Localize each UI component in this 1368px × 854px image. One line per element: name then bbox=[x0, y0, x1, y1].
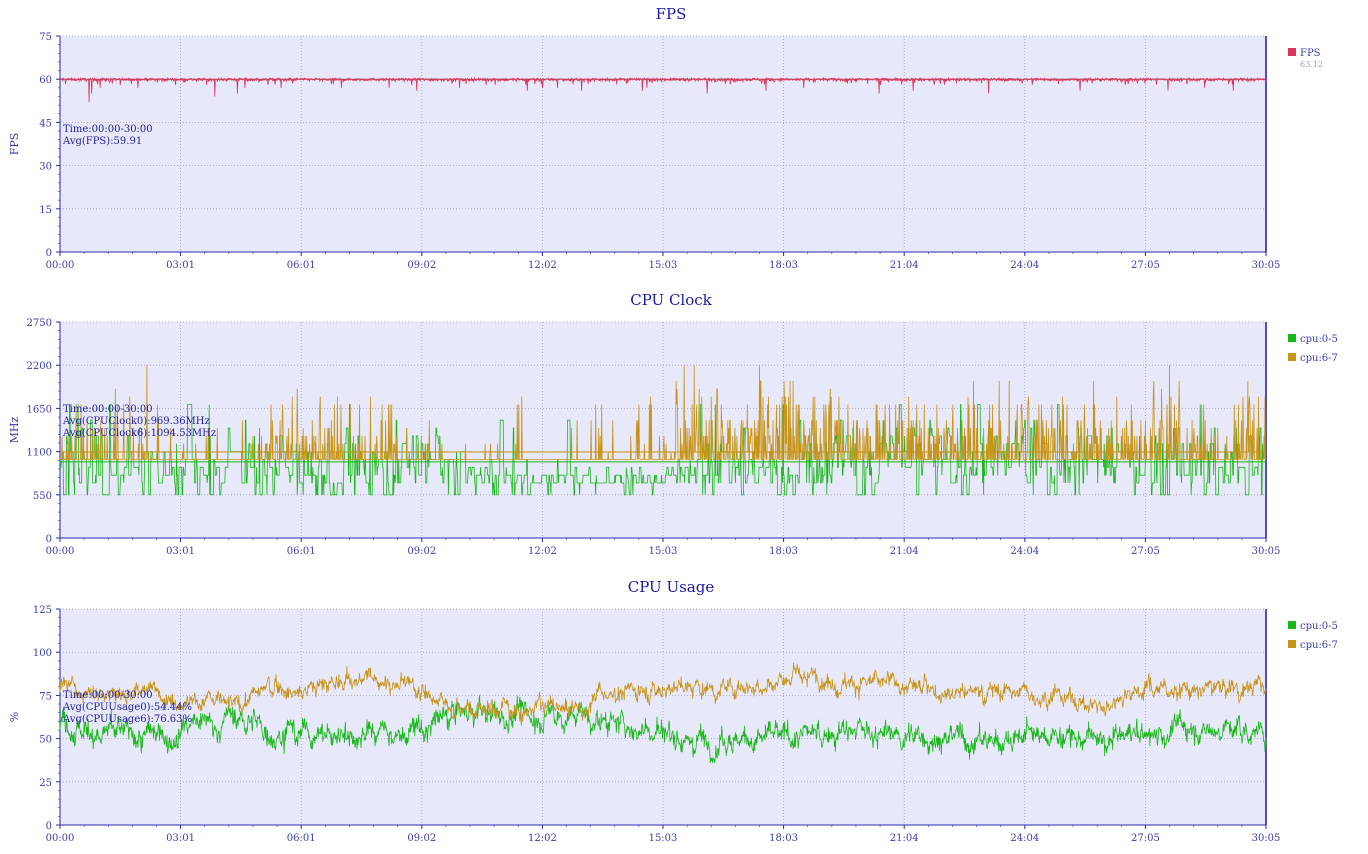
y-tick-label: 60 bbox=[39, 75, 52, 86]
legend-swatch[interactable] bbox=[1288, 334, 1296, 342]
y-tick-label: 0 bbox=[46, 534, 52, 545]
x-tick-label: 15:03 bbox=[649, 833, 678, 844]
y-tick-label: 0 bbox=[46, 821, 52, 832]
x-tick-label: 15:03 bbox=[649, 546, 678, 557]
y-tick-label: 1100 bbox=[27, 448, 52, 459]
chart-title: CPU Usage bbox=[628, 578, 715, 596]
legend-swatch[interactable] bbox=[1288, 640, 1296, 648]
stats-annotation-line: Avg(CPUUsage6):76.63% bbox=[62, 714, 192, 725]
x-tick-label: 30:05 bbox=[1252, 260, 1281, 271]
y-tick-label: 45 bbox=[39, 118, 52, 129]
stats-annotation-line: Time:00:00-30:00 bbox=[63, 124, 153, 135]
x-tick-label: 24:04 bbox=[1010, 260, 1039, 271]
x-tick-label: 06:01 bbox=[287, 260, 316, 271]
x-tick-label: 00:00 bbox=[46, 833, 75, 844]
x-tick-label: 00:00 bbox=[46, 546, 75, 557]
y-tick-label: 100 bbox=[33, 648, 52, 659]
x-tick-label: 15:03 bbox=[649, 260, 678, 271]
x-tick-label: 03:01 bbox=[166, 833, 195, 844]
x-tick-label: 21:04 bbox=[890, 260, 919, 271]
x-tick-label: 12:02 bbox=[528, 260, 557, 271]
chart-title: FPS bbox=[656, 5, 687, 23]
x-tick-label: 12:02 bbox=[528, 833, 557, 844]
x-tick-label: 09:02 bbox=[407, 260, 436, 271]
legend-label[interactable]: cpu:0-5 bbox=[1300, 621, 1338, 632]
stats-annotation-line: Time:00:00-30:00 bbox=[63, 690, 153, 701]
x-tick-label: 18:03 bbox=[769, 260, 798, 271]
series-line-cpu-6-7 bbox=[60, 365, 1266, 460]
y-tick-label: 1650 bbox=[27, 404, 52, 415]
legend-swatch[interactable] bbox=[1288, 48, 1296, 56]
series-line-cpu-6-7 bbox=[59, 662, 1267, 726]
stats-annotation-line: Avg(CPUClock0):969.36MHz bbox=[62, 416, 210, 427]
x-tick-label: 12:02 bbox=[528, 546, 557, 557]
y-tick-label: 25 bbox=[39, 778, 52, 789]
x-tick-label: 18:03 bbox=[769, 833, 798, 844]
y-axis-label: MHz bbox=[8, 416, 21, 443]
y-axis-label: FPS bbox=[8, 133, 21, 156]
y-tick-label: 2750 bbox=[27, 318, 52, 329]
legend-value: 63.12 bbox=[1300, 60, 1323, 69]
y-tick-label: 2200 bbox=[27, 361, 52, 372]
x-tick-label: 21:04 bbox=[890, 546, 919, 557]
legend-label[interactable]: cpu:6-7 bbox=[1300, 353, 1338, 364]
x-tick-label: 24:04 bbox=[1010, 546, 1039, 557]
legend-label[interactable]: cpu:0-5 bbox=[1300, 334, 1338, 345]
chart-panel-3: CPU Usage 0 25 50 75 100 125 00:00 03:01 06:01 09:… bbox=[8, 578, 1338, 844]
y-tick-label: 125 bbox=[33, 605, 52, 616]
chart-title: CPU Clock bbox=[630, 291, 712, 309]
y-tick-label: 50 bbox=[39, 735, 52, 746]
x-tick-label: 21:04 bbox=[890, 833, 919, 844]
legend-label[interactable]: cpu:6-7 bbox=[1300, 640, 1338, 651]
legend-swatch[interactable] bbox=[1288, 353, 1296, 361]
x-tick-label: 09:02 bbox=[407, 833, 436, 844]
y-tick-label: 0 bbox=[46, 248, 52, 259]
stats-annotation-line: Avg(FPS):59.91 bbox=[62, 136, 142, 147]
x-tick-label: 00:00 bbox=[46, 260, 75, 271]
x-tick-label: 30:05 bbox=[1252, 546, 1281, 557]
stats-annotation-line: Avg(CPUUsage0):54.44% bbox=[62, 702, 192, 713]
y-axis-label: % bbox=[8, 712, 21, 722]
x-tick-label: 06:01 bbox=[287, 833, 316, 844]
x-tick-label: 06:01 bbox=[287, 546, 316, 557]
x-tick-label: 27:05 bbox=[1131, 260, 1160, 271]
y-tick-label: 75 bbox=[39, 691, 52, 702]
legend-label[interactable]: FPS bbox=[1300, 48, 1321, 59]
y-tick-label: 15 bbox=[39, 205, 52, 216]
chart-panel-2: CPU Clock 0 550 1100 1650 2200 2750 00:00 03:01 0… bbox=[8, 291, 1338, 557]
series-line-cpu-0-5 bbox=[59, 695, 1267, 764]
y-tick-label: 30 bbox=[39, 162, 52, 173]
x-tick-label: 09:02 bbox=[407, 546, 436, 557]
stats-annotation-line: Time:00:00-30:00 bbox=[63, 404, 153, 415]
x-tick-label: 03:01 bbox=[166, 546, 195, 557]
x-tick-label: 27:05 bbox=[1131, 546, 1160, 557]
y-tick-label: 550 bbox=[33, 491, 52, 502]
x-tick-label: 03:01 bbox=[166, 260, 195, 271]
stats-annotation-line: Avg(CPUClock6):1094.53MHz bbox=[62, 428, 216, 439]
legend-swatch[interactable] bbox=[1288, 621, 1296, 629]
x-tick-label: 30:05 bbox=[1252, 833, 1281, 844]
x-tick-label: 27:05 bbox=[1131, 833, 1160, 844]
y-tick-label: 75 bbox=[39, 32, 52, 43]
x-tick-label: 24:04 bbox=[1010, 833, 1039, 844]
x-tick-label: 18:03 bbox=[769, 546, 798, 557]
chart-panel-1: FPS 0 15 30 45 60 75 00:00 03:01 06:01 09:02 12:02 1… bbox=[8, 5, 1323, 271]
